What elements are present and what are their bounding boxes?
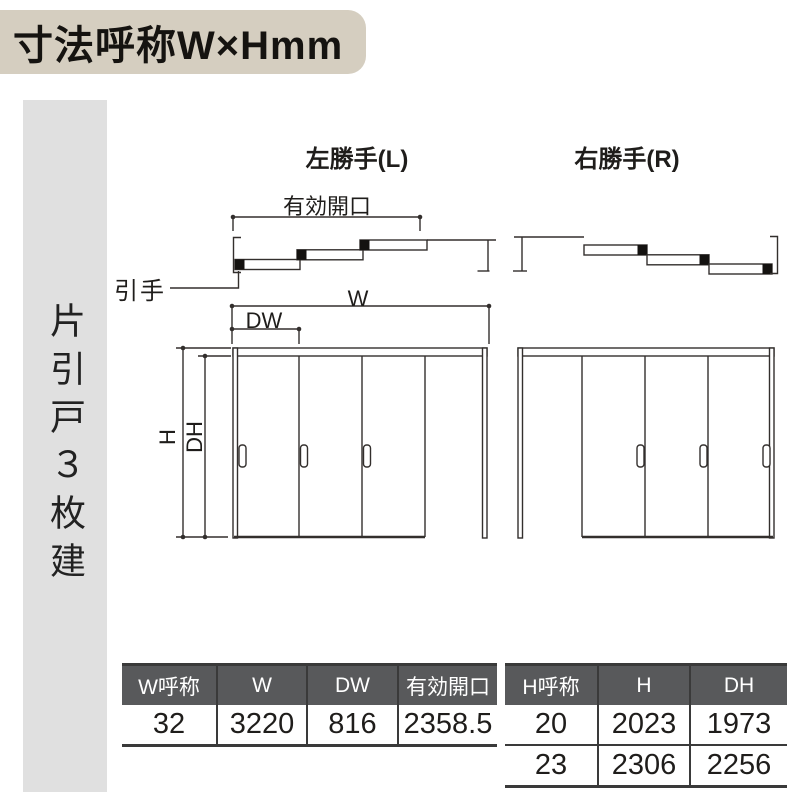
table-cell: 1973: [689, 705, 787, 745]
left-diagram-title: 左勝手(L): [305, 146, 409, 173]
table-header-cell: DW: [306, 664, 398, 705]
door-pull: [362, 444, 372, 468]
pull-handle-mark: [235, 259, 245, 270]
table-row: 23 2306 2256: [505, 744, 787, 787]
table-header-row: H呼称 H DH: [505, 664, 787, 705]
w-dimension: [229, 303, 492, 344]
dw-dim-label: DW: [245, 308, 283, 333]
dh-dimension: [198, 353, 231, 540]
page-header: 寸法呼称W×Hmm: [0, 10, 366, 74]
door-pull: [299, 444, 309, 468]
table-cell: 32: [122, 705, 217, 746]
table-cell: 23: [505, 744, 598, 787]
effective-opening-dimension: [230, 214, 423, 231]
left-plan-wall: [427, 239, 496, 272]
elevation-top-rail: [517, 347, 775, 357]
table-row: 20 2023 1973: [505, 705, 787, 745]
dh-dim-label: DH: [182, 421, 207, 453]
diagram-canvas: [170, 214, 779, 540]
w-dim-label: W: [347, 286, 369, 311]
right-elevation-drawing: [517, 347, 775, 539]
h-dimension: [176, 345, 231, 540]
door-pull: [699, 444, 708, 468]
left-elevation-drawing: [176, 303, 492, 540]
w-spec-table: W呼称 W DW 有効開口 32 3220 816 2358.5: [122, 663, 497, 747]
left-plan-drawing: [170, 214, 496, 289]
dw-dimension: [229, 326, 302, 344]
right-plan-drawing: [513, 235, 779, 275]
door-pull: [636, 444, 645, 468]
table-row: 32 3220 816 2358.5: [122, 705, 497, 746]
table-cell: 3220: [216, 705, 307, 746]
door-pull: [238, 444, 247, 468]
sidebar-label: 片引戸３枚建: [45, 302, 86, 590]
pull-handle-mark: [637, 245, 647, 255]
h-spec-table: H呼称 H DH 20 2023 1973 23 2306 2256: [505, 663, 787, 788]
right-plan-wall: [513, 236, 584, 272]
table-cell: 2306: [597, 744, 690, 787]
table-header-cell: H: [597, 664, 690, 705]
elevation-left-jamb: [517, 347, 524, 539]
table-cell: 2023: [597, 705, 690, 745]
plan-door-panel: [359, 239, 428, 251]
pull-handle-mark: [699, 254, 709, 265]
effective-opening-label: 有効開口: [282, 194, 371, 219]
table-header-cell: 有効開口: [397, 664, 497, 705]
pull-handle-leader: [170, 271, 240, 289]
page-title: 寸法呼称W×Hmm: [13, 24, 344, 68]
elevation-right-jamb: [768, 347, 775, 539]
plan-door-panel: [296, 249, 364, 261]
table-header-cell: H呼称: [505, 664, 598, 705]
right-diagram-title: 右勝手(R): [574, 146, 680, 173]
table-header-cell: W: [216, 664, 307, 705]
right-plan-jamb: [770, 235, 779, 275]
pull-handle-label: 引手: [114, 278, 166, 305]
elevation-top-rail: [232, 347, 488, 357]
pull-handle-mark: [762, 264, 772, 274]
plan-door-panel: [234, 258, 301, 271]
h-dim-label: H: [155, 429, 180, 445]
left-plan-jamb: [232, 236, 241, 274]
table-cell: 2358.5: [397, 705, 497, 746]
table-header-row: W呼称 W DW 有効開口: [122, 664, 497, 705]
pull-handle-mark: [297, 249, 307, 260]
table-cell: 816: [306, 705, 398, 746]
table-header-cell: W呼称: [122, 664, 217, 705]
table-header-cell: DH: [689, 664, 787, 705]
sidebar: 片引戸３枚建: [23, 100, 107, 792]
table-cell: 2256: [689, 744, 787, 787]
table-cell: 20: [505, 705, 598, 745]
pull-handle-mark: [360, 240, 370, 250]
door-pull: [762, 444, 771, 468]
elevation-left-jamb: [232, 347, 239, 539]
elevation-right-jamb: [481, 347, 488, 539]
